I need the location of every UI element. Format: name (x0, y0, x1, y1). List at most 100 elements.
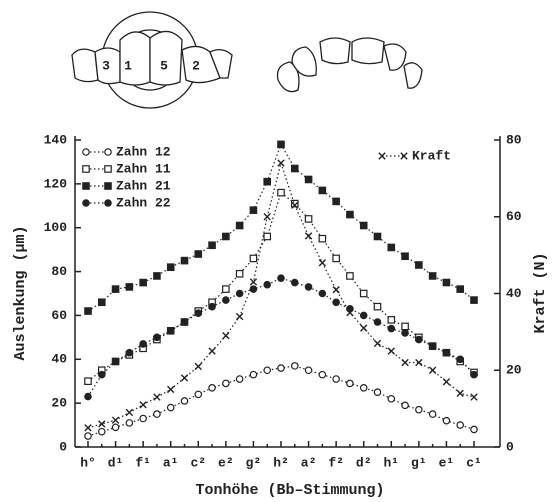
data-point (249, 278, 258, 286)
data-point (387, 347, 395, 355)
data-point (346, 308, 354, 317)
data-point (387, 394, 396, 403)
y2-tick-label: 40 (506, 286, 522, 301)
data-point (442, 416, 451, 425)
data-point (263, 366, 272, 375)
data-point (249, 206, 258, 214)
data-point (428, 342, 437, 350)
data-point (415, 405, 423, 414)
data-point (318, 186, 327, 195)
data-point (318, 370, 327, 379)
legend-marker (378, 152, 386, 160)
data-point (387, 324, 396, 333)
data-point (442, 378, 451, 386)
data-point (111, 357, 120, 366)
annotation: 1 (124, 58, 132, 73)
series-line (87, 160, 475, 429)
y-tick-label: 60 (51, 308, 67, 323)
x-tick-label: a¹ (163, 455, 179, 470)
data-point (139, 340, 147, 348)
data-point (346, 379, 354, 388)
data-point (470, 393, 478, 401)
data-point (235, 312, 244, 321)
data-point (180, 318, 189, 326)
x-tick-label: d² (356, 455, 372, 470)
data-point (290, 199, 299, 208)
data-point (125, 419, 134, 427)
x-tick-label: h¹ (383, 455, 399, 470)
legend-label: Zahn 11 (116, 161, 171, 176)
data-point (277, 140, 285, 149)
x-tick-label: c¹ (466, 455, 482, 470)
y2-tick-label: 80 (506, 132, 522, 147)
data-point (318, 289, 327, 298)
y-tick-label: 120 (44, 176, 68, 191)
x-tick-label: h° (80, 455, 96, 470)
data-point (359, 289, 368, 298)
x-tick-label: h² (273, 455, 289, 470)
x-axis-title: Tonhöhe (Bb–Stimmung) (195, 482, 384, 499)
x-tick-label: g¹ (411, 455, 427, 470)
data-point (318, 234, 327, 243)
data-point (222, 232, 230, 241)
data-point (428, 272, 437, 280)
data-point (194, 362, 202, 371)
data-point (249, 254, 258, 263)
data-point (442, 278, 451, 287)
data-point (456, 421, 465, 429)
legend-marker (400, 152, 408, 160)
x-tick-label: e¹ (439, 455, 455, 470)
data-point (291, 201, 299, 209)
data-point (456, 285, 465, 293)
data-point (387, 316, 396, 324)
y-tick-label: 40 (51, 352, 67, 367)
data-point (401, 322, 409, 331)
x-tick-label: g² (246, 455, 262, 470)
legend-label: Zahn 22 (116, 195, 171, 210)
y-tick-label: 20 (51, 396, 67, 411)
data-point (318, 259, 327, 267)
x-tick-label: f¹ (135, 455, 151, 470)
data-point (290, 278, 299, 287)
data-point (442, 348, 451, 357)
x-tick-label: d¹ (108, 455, 124, 470)
data-point (415, 335, 423, 344)
data-point (235, 269, 244, 278)
data-point (263, 213, 271, 221)
data-point (97, 370, 106, 379)
data-point (401, 252, 409, 261)
data-point (194, 250, 203, 258)
data-point (332, 254, 340, 263)
legend-marker (82, 165, 90, 173)
data-point (84, 432, 92, 440)
data-point (332, 285, 340, 294)
y-tick-label: 100 (44, 220, 68, 235)
data-point (373, 318, 382, 326)
data-point (332, 375, 340, 383)
data-point (208, 383, 216, 392)
data-point (360, 324, 368, 332)
data-point (359, 383, 368, 392)
annotation: 2 (192, 58, 200, 73)
legend-marker (82, 182, 90, 190)
y2-tick-label: 60 (506, 209, 522, 224)
data-point (277, 188, 285, 197)
data-point (208, 302, 216, 311)
data-point (139, 401, 147, 409)
data-point (153, 410, 161, 418)
y2-axis-title: Kraft (N) (532, 252, 549, 333)
data-point (263, 232, 272, 241)
data-point (277, 274, 285, 282)
y-tick-label: 80 (51, 264, 67, 279)
data-point (222, 379, 230, 388)
data-point (97, 427, 106, 436)
legend-label: Zahn 21 (116, 178, 171, 193)
data-point (304, 366, 313, 375)
data-point (235, 221, 244, 230)
data-point (235, 289, 244, 298)
data-point (153, 393, 161, 401)
data-point (125, 283, 134, 291)
data-point (277, 159, 285, 167)
series-line (87, 277, 475, 397)
data-point (84, 424, 92, 432)
